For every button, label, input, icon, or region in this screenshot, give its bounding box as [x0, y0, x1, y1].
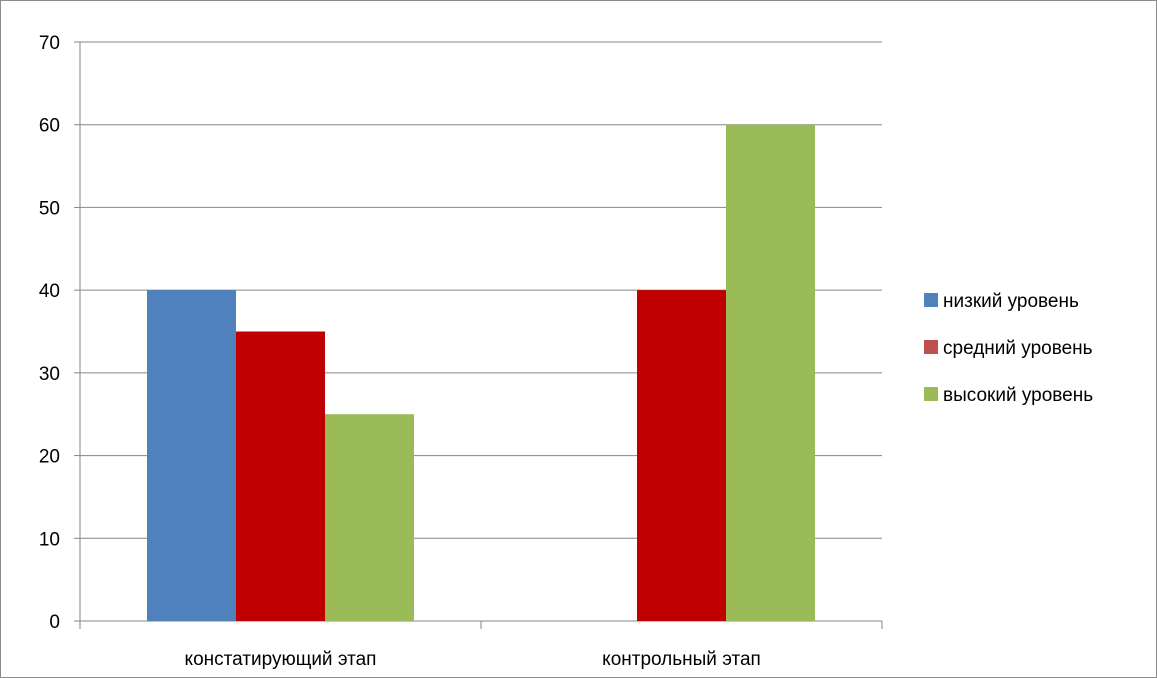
bar	[147, 290, 236, 621]
x-category-label: констатирующий этап	[185, 649, 377, 670]
y-tick-label: 20	[39, 447, 60, 468]
legend-label: низкий уровень	[943, 291, 1079, 312]
y-tick-label: 60	[39, 116, 60, 137]
y-tick-label: 50	[39, 198, 60, 219]
y-tick-label: 70	[39, 33, 60, 54]
y-tick-label: 0	[49, 612, 60, 633]
bar	[236, 331, 325, 621]
y-tick-label: 40	[39, 281, 60, 302]
y-tick-label: 30	[39, 364, 60, 385]
legend-label: высокий уровень	[943, 385, 1093, 406]
bar	[726, 124, 815, 621]
legend-swatch	[924, 340, 938, 354]
bar	[637, 290, 726, 621]
legend-label: средний уровень	[943, 338, 1093, 359]
legend-swatch	[924, 387, 938, 401]
legend-swatch	[924, 293, 938, 307]
bar	[325, 414, 414, 621]
x-category-label: контрольный этап	[602, 649, 761, 670]
y-tick-label: 10	[39, 529, 60, 550]
